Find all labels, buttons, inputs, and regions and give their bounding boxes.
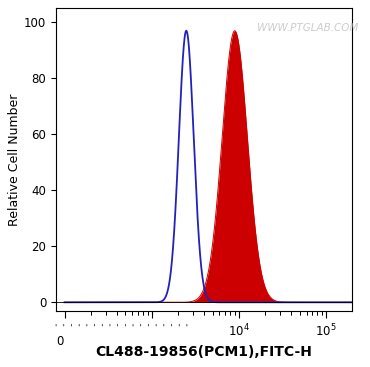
- Text: 0: 0: [56, 335, 64, 348]
- X-axis label: CL488-19856(PCM1),FITC-H: CL488-19856(PCM1),FITC-H: [95, 345, 313, 359]
- Y-axis label: Relative Cell Number: Relative Cell Number: [9, 93, 21, 226]
- Text: WWW.PTGLAB.COM: WWW.PTGLAB.COM: [258, 23, 359, 33]
